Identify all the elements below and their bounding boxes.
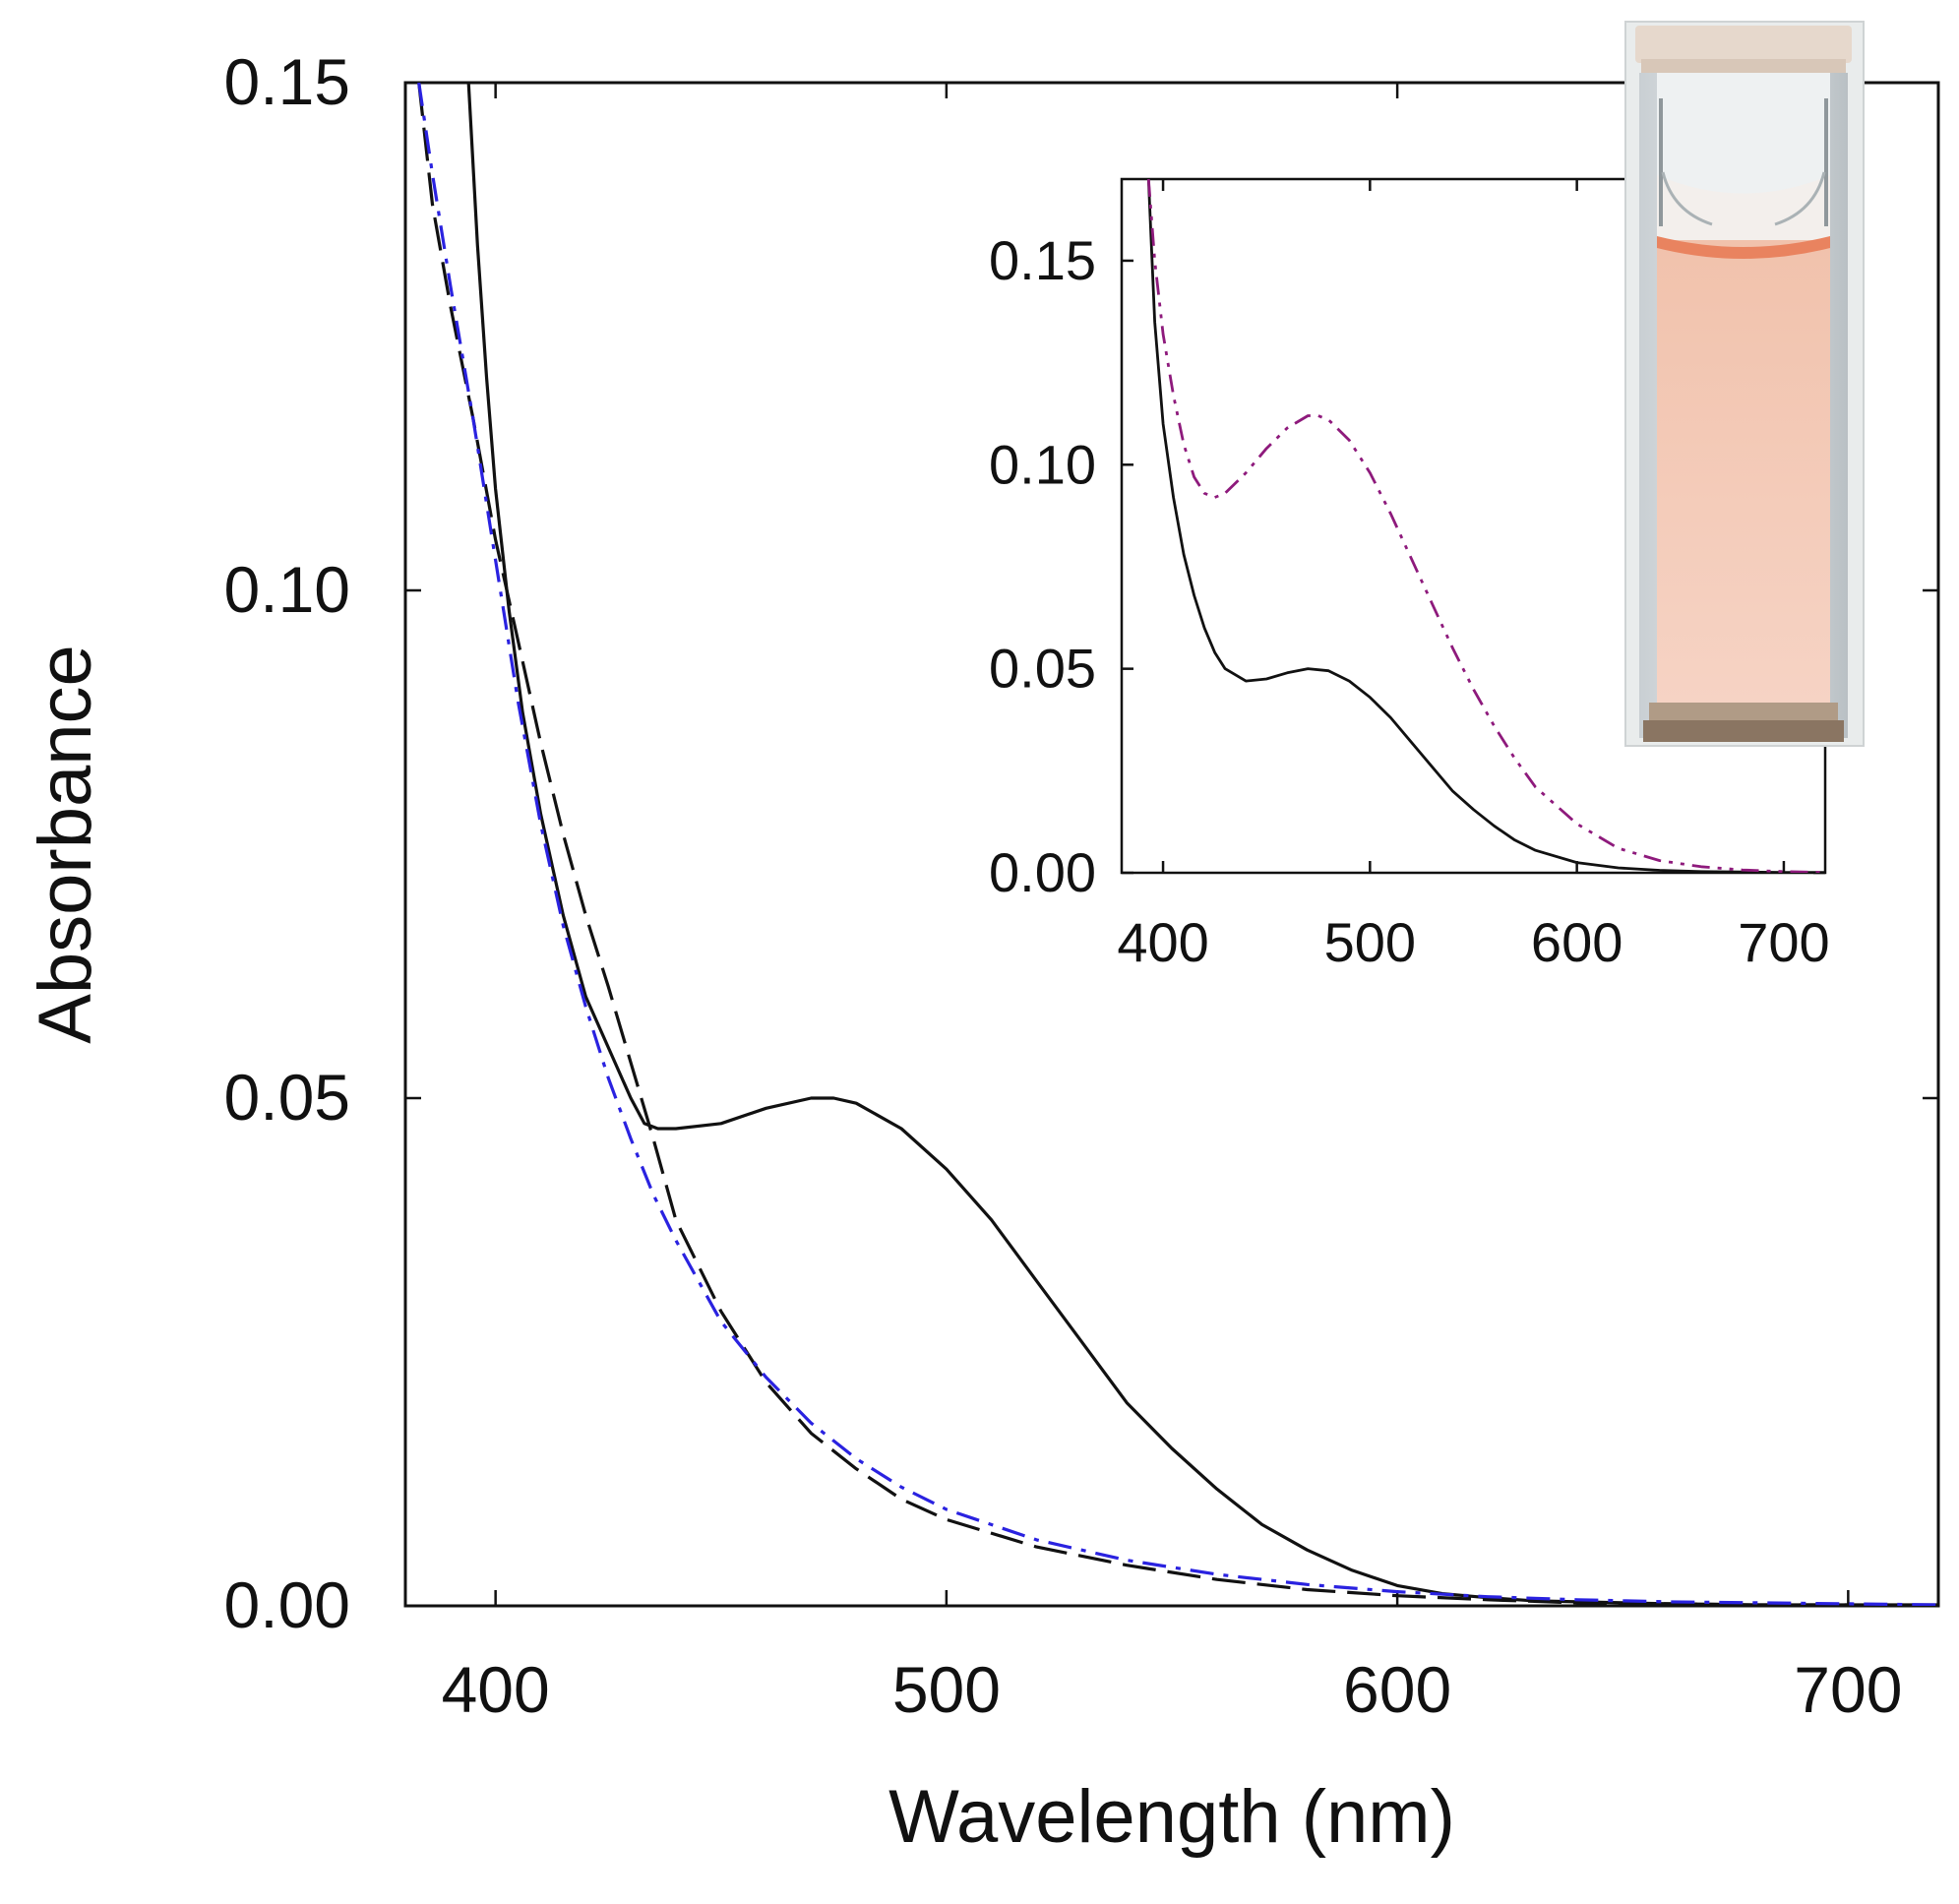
main-y-tick-label-0: 0.00 bbox=[224, 1568, 350, 1641]
main-absorbance-chart: 400 500 600 700 0.00 0.05 0.10 0.15 Wavelength … bbox=[24, 45, 1940, 1859]
main-x-tick-label-500: 500 bbox=[892, 1653, 1001, 1726]
main-series-group bbox=[417, 83, 1938, 1606]
inset-x-tick-label-500: 500 bbox=[1324, 911, 1416, 973]
inset-x-tick-label-600: 600 bbox=[1531, 911, 1622, 973]
cuvette-photo-icon bbox=[1624, 21, 1865, 747]
inset-tick-labels: 400 500 600 700 0.00 0.05 0.10 0.15 bbox=[989, 229, 1830, 973]
main-x-tick-label-700: 700 bbox=[1794, 1653, 1902, 1726]
inset-series-solid-line bbox=[1146, 179, 1825, 873]
main-y-tick-label-1: 0.05 bbox=[224, 1061, 350, 1134]
main-plot-frame bbox=[403, 81, 1940, 1608]
main-x-axis-label: Wavelength (nm) bbox=[888, 1775, 1455, 1859]
main-y-tick-label-2: 0.10 bbox=[224, 553, 350, 626]
main-y-axis-label: Absorbance bbox=[24, 645, 107, 1044]
inset-y-tick-label-0: 0.00 bbox=[989, 841, 1096, 903]
main-y-tick-label-3: 0.15 bbox=[224, 45, 350, 118]
inset-series-group bbox=[1146, 179, 1825, 873]
main-x-tick-label-400: 400 bbox=[442, 1653, 550, 1726]
inset-y-tick-label-3: 0.15 bbox=[989, 229, 1096, 291]
inset-x-tick-label-400: 400 bbox=[1117, 911, 1208, 973]
main-x-tick-label-600: 600 bbox=[1343, 1653, 1451, 1726]
inset-y-tick-label-2: 0.10 bbox=[989, 433, 1096, 495]
inset-x-tick-label-700: 700 bbox=[1738, 911, 1829, 973]
inset-y-tick-label-1: 0.05 bbox=[989, 638, 1096, 700]
inset-series-dashdotdot-line bbox=[1146, 179, 1825, 873]
main-series-dashdot-line bbox=[417, 83, 1938, 1606]
main-tick-labels: 400 500 600 700 0.00 0.05 0.10 0.15 bbox=[224, 45, 1903, 1726]
